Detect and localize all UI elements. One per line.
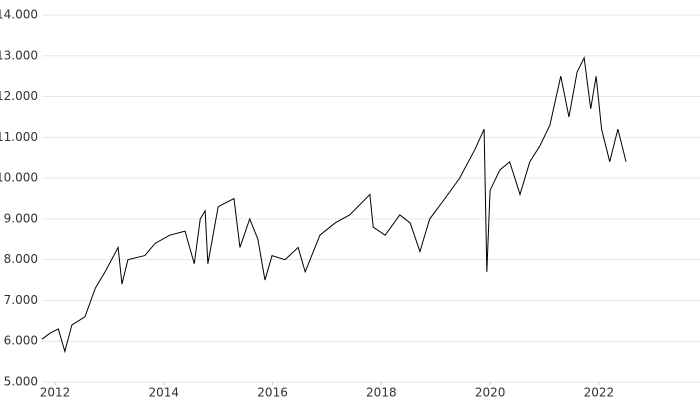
x-tick-label: 2020 — [475, 386, 506, 400]
y-tick-label: 7.000 — [4, 293, 38, 307]
y-tick-label: 6.000 — [4, 334, 38, 348]
line-series — [41, 56, 627, 354]
x-tick-label: 2018 — [366, 386, 397, 400]
y-tick-label: 9.000 — [4, 211, 38, 225]
y-tick-label: 8.000 — [4, 252, 38, 266]
y-tick-label: 5.000 — [4, 375, 38, 389]
x-tick-label: 2016 — [257, 386, 288, 400]
x-tick-label: 2014 — [149, 386, 180, 400]
y-tick-label: 11.000 — [0, 130, 38, 144]
y-tick-label: 14.000 — [0, 8, 38, 22]
y-tick-label: 10.000 — [0, 171, 38, 185]
y-tick-label: 12.000 — [0, 89, 38, 103]
y-tick-label: 13.000 — [0, 48, 38, 62]
x-tick-label: 2012 — [40, 386, 71, 400]
x-tick-label: 2022 — [584, 386, 615, 400]
